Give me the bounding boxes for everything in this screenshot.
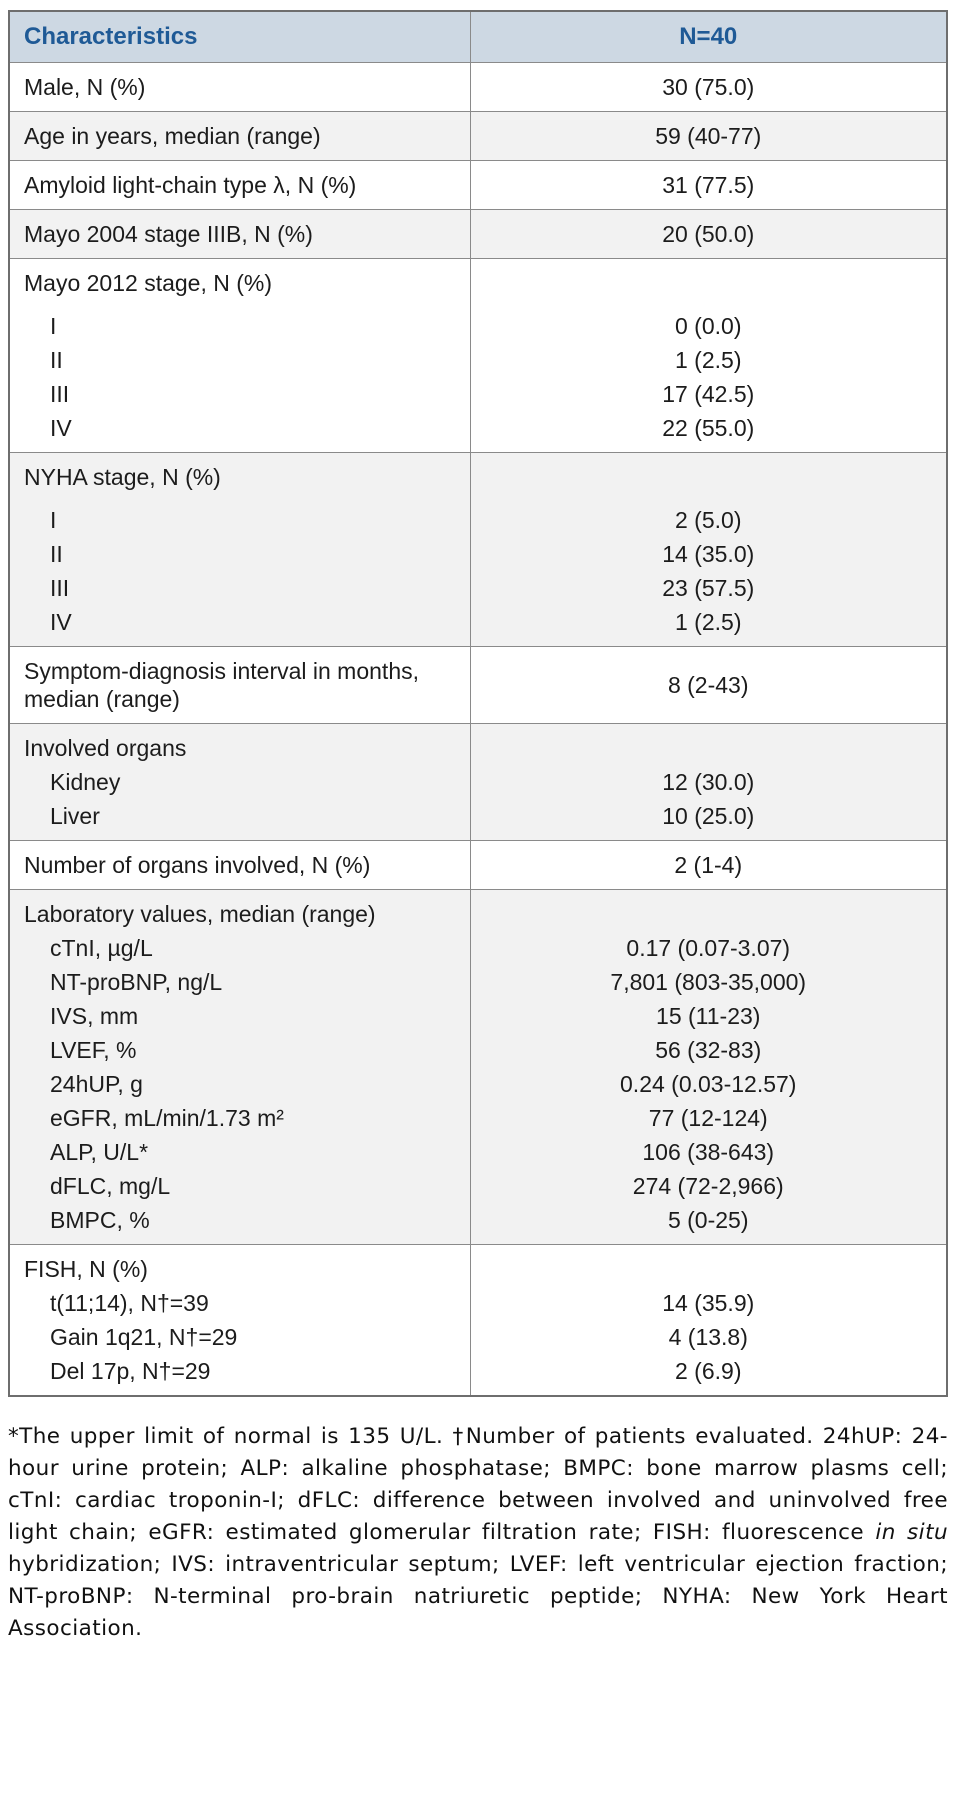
subrow-value: 14 (35.0) <box>662 541 755 567</box>
group-label: Laboratory values, median (range) <box>24 901 376 927</box>
subrow-value: 77 (12-124) <box>648 1105 768 1131</box>
row-value: 30 (75.0) <box>469 62 948 112</box>
subrow-value: 2 (5.0) <box>675 507 742 533</box>
table-row: Age in years, median (range) 59 (40-77) <box>8 111 948 161</box>
group-labels: NYHA stage, N (%) I II III IV <box>8 452 471 647</box>
table-row-group: FISH, N (%) t(11;14), N†=39 Gain 1q21, N… <box>8 1244 948 1397</box>
subrow-value: 56 (32-83) <box>655 1037 762 1063</box>
subrow-value: 5 (0-25) <box>667 1207 749 1233</box>
row-label: Symptom-diagnosis interval in months, me… <box>8 646 471 724</box>
subrow-label: Liver <box>50 803 100 829</box>
subrow-label: eGFR, mL/min/1.73 m² <box>50 1105 284 1131</box>
subrow-label: I <box>50 507 57 533</box>
subrow-label: cTnI, µg/L <box>50 935 153 961</box>
group-value-spacer <box>483 266 935 300</box>
subrow-label: III <box>50 575 70 601</box>
row-label: Mayo 2004 stage IIIB, N (%) <box>8 209 471 259</box>
subrow-value: 0.17 (0.07-3.07) <box>626 935 791 961</box>
table-row-group: NYHA stage, N (%) I II III IV 2 (5.0) 14… <box>8 452 948 647</box>
group-value-spacer <box>483 1252 935 1286</box>
subrow-label: BMPC, % <box>50 1207 150 1233</box>
subrow-label: IV <box>50 609 72 635</box>
subrow-label: Kidney <box>50 769 121 795</box>
subrow-value: 7,801 (803-35,000) <box>610 969 807 995</box>
table-row-group: Involved organs Kidney Liver 12 (30.0) 1… <box>8 723 948 841</box>
subrow-value: 274 (72-2,966) <box>632 1173 784 1199</box>
row-label: Age in years, median (range) <box>8 111 471 161</box>
header-row: Characteristics N=40 <box>8 10 948 63</box>
row-value: 2 (1-4) <box>469 840 948 890</box>
group-value-spacer <box>483 897 935 931</box>
group-labels: Laboratory values, median (range) cTnI, … <box>8 889 471 1245</box>
row-label: Male, N (%) <box>8 62 471 112</box>
table-row: Mayo 2004 stage IIIB, N (%) 20 (50.0) <box>8 209 948 259</box>
group-label: Involved organs <box>24 735 187 761</box>
table-row: Amyloid light-chain type λ, N (%) 31 (77… <box>8 160 948 210</box>
footnote-text: *The upper limit of normal is 135 U/L. †… <box>8 1424 948 1545</box>
table-row: Symptom-diagnosis interval in months, me… <box>8 646 948 724</box>
row-value: 20 (50.0) <box>469 209 948 259</box>
row-value: 59 (40-77) <box>469 111 948 161</box>
row-value: 8 (2-43) <box>469 646 948 724</box>
row-value: 31 (77.5) <box>469 160 948 210</box>
subrow-value: 2 (6.9) <box>675 1358 742 1384</box>
table-row: Male, N (%) 30 (75.0) <box>8 62 948 112</box>
group-value-spacer <box>483 460 935 494</box>
group-values: 12 (30.0) 10 (25.0) <box>469 723 948 841</box>
subrow-label: I <box>50 313 57 339</box>
table-header: Characteristics N=40 <box>8 10 948 63</box>
characteristics-table: Characteristics N=40 Male, N (%) 30 (75.… <box>8 10 948 1397</box>
subrow-label: t(11;14), N†=39 <box>50 1290 209 1316</box>
group-values: 0.17 (0.07-3.07) 7,801 (803-35,000) 15 (… <box>469 889 948 1245</box>
column-header-characteristics: Characteristics <box>8 10 471 63</box>
subrow-label: NT-proBNP, ng/L <box>50 969 223 995</box>
column-header-n: N=40 <box>469 10 948 63</box>
subrow-label: dFLC, mg/L <box>50 1173 171 1199</box>
subrow-value: 15 (11-23) <box>656 1003 761 1029</box>
group-values: 2 (5.0) 14 (35.0) 23 (57.5) 1 (2.5) <box>469 452 948 647</box>
footnote: *The upper limit of normal is 135 U/L. †… <box>8 1421 948 1645</box>
subrow-value: 4 (13.8) <box>668 1324 748 1350</box>
subrow-label: IV <box>50 415 72 441</box>
group-labels: Involved organs Kidney Liver <box>8 723 471 841</box>
subrow-value: 10 (25.0) <box>662 803 755 829</box>
subrow-label: Gain 1q21, N†=29 <box>50 1324 238 1350</box>
group-labels: FISH, N (%) t(11;14), N†=39 Gain 1q21, N… <box>8 1244 471 1397</box>
table-row-group: Mayo 2012 stage, N (%) I II III IV 0 (0.… <box>8 258 948 453</box>
row-label: Number of organs involved, N (%) <box>8 840 471 890</box>
footnote-italic-in-situ: in situ <box>875 1520 948 1545</box>
subrow-label: ALP, U/L* <box>50 1139 149 1165</box>
group-label: FISH, N (%) <box>24 1256 148 1282</box>
footnote-text: hybridization; IVS: intraventricular sep… <box>8 1552 948 1641</box>
group-values: 14 (35.9) 4 (13.8) 2 (6.9) <box>469 1244 948 1397</box>
subrow-value: 14 (35.9) <box>662 1290 755 1316</box>
subrow-value: 1 (2.5) <box>675 347 742 373</box>
group-label: Mayo 2012 stage, N (%) <box>24 270 273 296</box>
subrow-label: IVS, mm <box>50 1003 139 1029</box>
subrow-value: 0 (0.0) <box>675 313 742 339</box>
group-label: NYHA stage, N (%) <box>24 464 221 490</box>
subrow-label: 24hUP, g <box>50 1071 143 1097</box>
subrow-label: LVEF, % <box>50 1037 137 1063</box>
table-body: Male, N (%) 30 (75.0) Age in years, medi… <box>8 62 948 1397</box>
subrow-value: 106 (38-643) <box>642 1139 775 1165</box>
subrow-label: II <box>50 541 63 567</box>
row-label: Amyloid light-chain type λ, N (%) <box>8 160 471 210</box>
subrow-value: 12 (30.0) <box>662 769 755 795</box>
subrow-label: Del 17p, N†=29 <box>50 1358 211 1384</box>
group-labels: Mayo 2012 stage, N (%) I II III IV <box>8 258 471 453</box>
subrow-value: 22 (55.0) <box>662 415 755 441</box>
subrow-value: 0.24 (0.03-12.57) <box>620 1071 797 1097</box>
subrow-value: 23 (57.5) <box>662 575 755 601</box>
subrow-label: II <box>50 347 63 373</box>
table-row: Number of organs involved, N (%) 2 (1-4) <box>8 840 948 890</box>
group-value-spacer <box>483 731 935 765</box>
table-row-group: Laboratory values, median (range) cTnI, … <box>8 889 948 1245</box>
subrow-value: 17 (42.5) <box>662 381 755 407</box>
group-values: 0 (0.0) 1 (2.5) 17 (42.5) 22 (55.0) <box>469 258 948 453</box>
subrow-label: III <box>50 381 70 407</box>
subrow-value: 1 (2.5) <box>675 609 742 635</box>
